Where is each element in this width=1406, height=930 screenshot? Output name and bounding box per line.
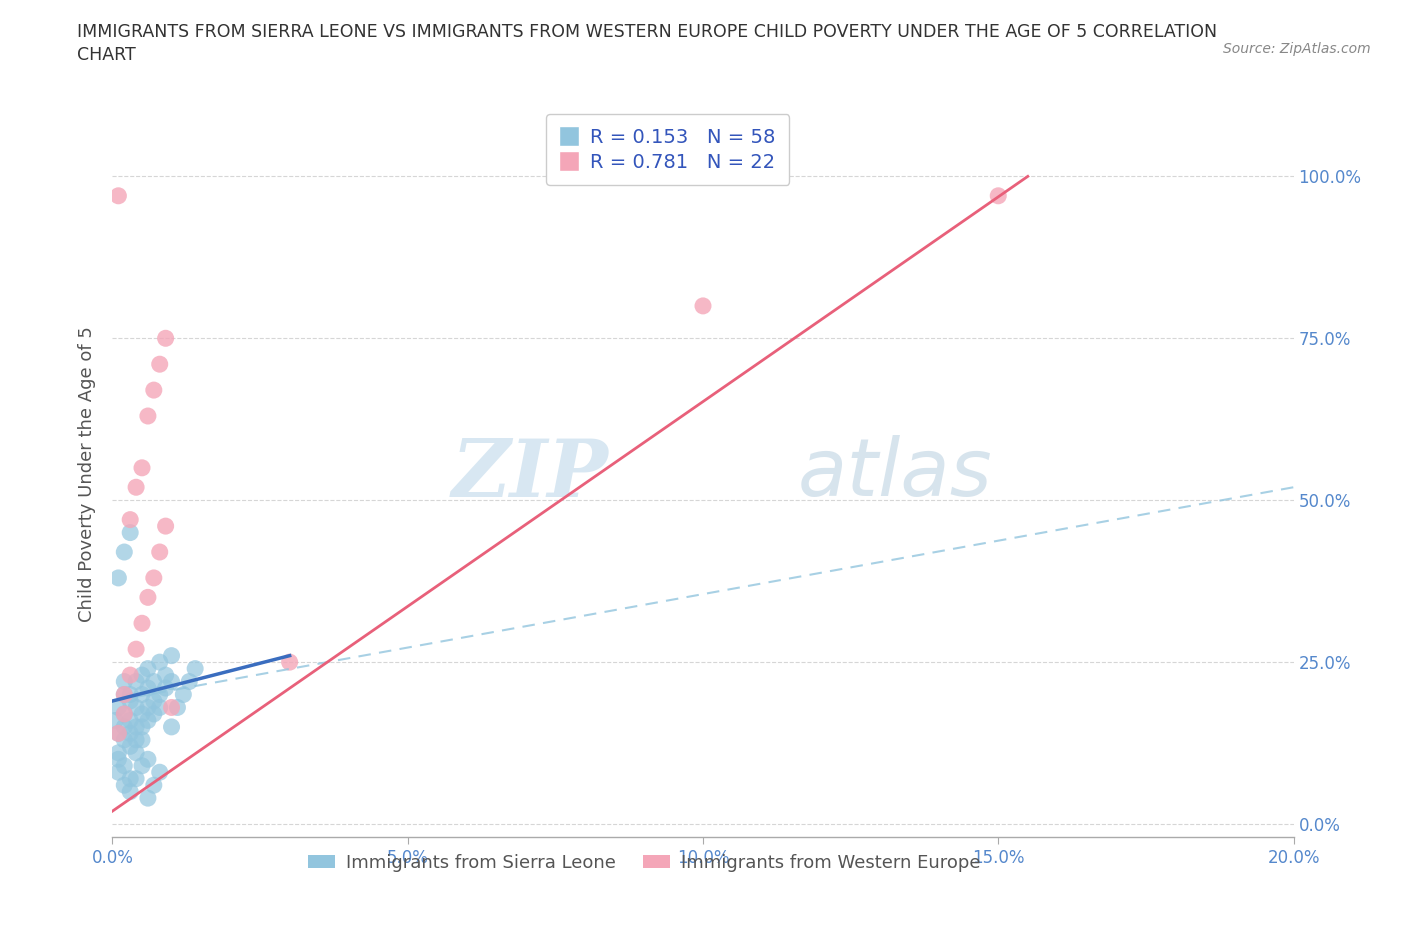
Point: [112, 720, 135, 735]
Point: [155, 519, 177, 534]
Point: [125, 720, 148, 735]
Point: [107, 745, 129, 760]
Point: [172, 687, 194, 702]
Point: [120, 687, 142, 702]
Point: [149, 655, 172, 670]
Point: [184, 661, 207, 676]
Point: [120, 738, 142, 753]
Text: Source: ZipAtlas.com: Source: ZipAtlas.com: [1223, 42, 1371, 56]
Point: [692, 299, 714, 313]
Point: [120, 525, 142, 540]
Point: [125, 771, 148, 786]
Text: IMMIGRANTS FROM SIERRA LEONE VS IMMIGRANTS FROM WESTERN EUROPE CHILD POVERTY UND: IMMIGRANTS FROM SIERRA LEONE VS IMMIGRAN…: [77, 23, 1218, 41]
Point: [131, 460, 153, 475]
Point: [136, 681, 159, 696]
Point: [104, 713, 127, 728]
Point: [987, 189, 1010, 204]
Point: [136, 661, 159, 676]
Point: [107, 726, 129, 741]
Point: [160, 648, 183, 663]
Point: [142, 707, 165, 722]
Point: [131, 707, 153, 722]
Point: [149, 687, 172, 702]
Point: [136, 790, 159, 805]
Point: [125, 745, 148, 760]
Point: [131, 668, 153, 683]
Point: [107, 700, 129, 715]
Point: [136, 713, 159, 728]
Point: [120, 784, 142, 799]
Point: [155, 681, 177, 696]
Point: [179, 674, 201, 689]
Point: [125, 480, 148, 495]
Point: [142, 674, 165, 689]
Point: [160, 720, 183, 735]
Point: [142, 382, 165, 397]
Point: [136, 751, 159, 766]
Text: atlas: atlas: [797, 435, 993, 513]
Point: [149, 700, 172, 715]
Point: [166, 700, 188, 715]
Point: [160, 700, 183, 715]
Point: [120, 713, 142, 728]
Point: [120, 726, 142, 741]
Point: [155, 668, 177, 683]
Legend: Immigrants from Sierra Leone, Immigrants from Western Europe: Immigrants from Sierra Leone, Immigrants…: [301, 846, 987, 879]
Y-axis label: Child Poverty Under the Age of 5: Child Poverty Under the Age of 5: [77, 326, 96, 622]
Point: [112, 707, 135, 722]
Point: [120, 771, 142, 786]
Point: [112, 758, 135, 773]
Point: [155, 331, 177, 346]
Point: [142, 777, 165, 792]
Text: ZIP: ZIP: [451, 435, 609, 513]
Point: [120, 694, 142, 709]
Point: [149, 764, 172, 779]
Point: [107, 751, 129, 766]
Point: [112, 687, 135, 702]
Point: [112, 733, 135, 748]
Point: [142, 694, 165, 709]
Point: [107, 726, 129, 741]
Point: [107, 570, 129, 585]
Point: [136, 590, 159, 604]
Point: [125, 733, 148, 748]
Point: [120, 512, 142, 527]
Point: [131, 758, 153, 773]
Point: [112, 545, 135, 560]
Point: [136, 700, 159, 715]
Point: [125, 642, 148, 657]
Point: [131, 733, 153, 748]
Point: [120, 668, 142, 683]
Point: [107, 764, 129, 779]
Point: [149, 545, 172, 560]
Point: [125, 700, 148, 715]
Point: [131, 687, 153, 702]
Point: [136, 408, 159, 423]
Point: [112, 777, 135, 792]
Text: CHART: CHART: [77, 46, 136, 64]
Point: [149, 357, 172, 372]
Point: [112, 687, 135, 702]
Point: [278, 655, 301, 670]
Point: [142, 570, 165, 585]
Point: [131, 720, 153, 735]
Point: [131, 616, 153, 631]
Point: [160, 674, 183, 689]
Point: [112, 674, 135, 689]
Point: [125, 674, 148, 689]
Point: [107, 189, 129, 204]
Point: [112, 707, 135, 722]
